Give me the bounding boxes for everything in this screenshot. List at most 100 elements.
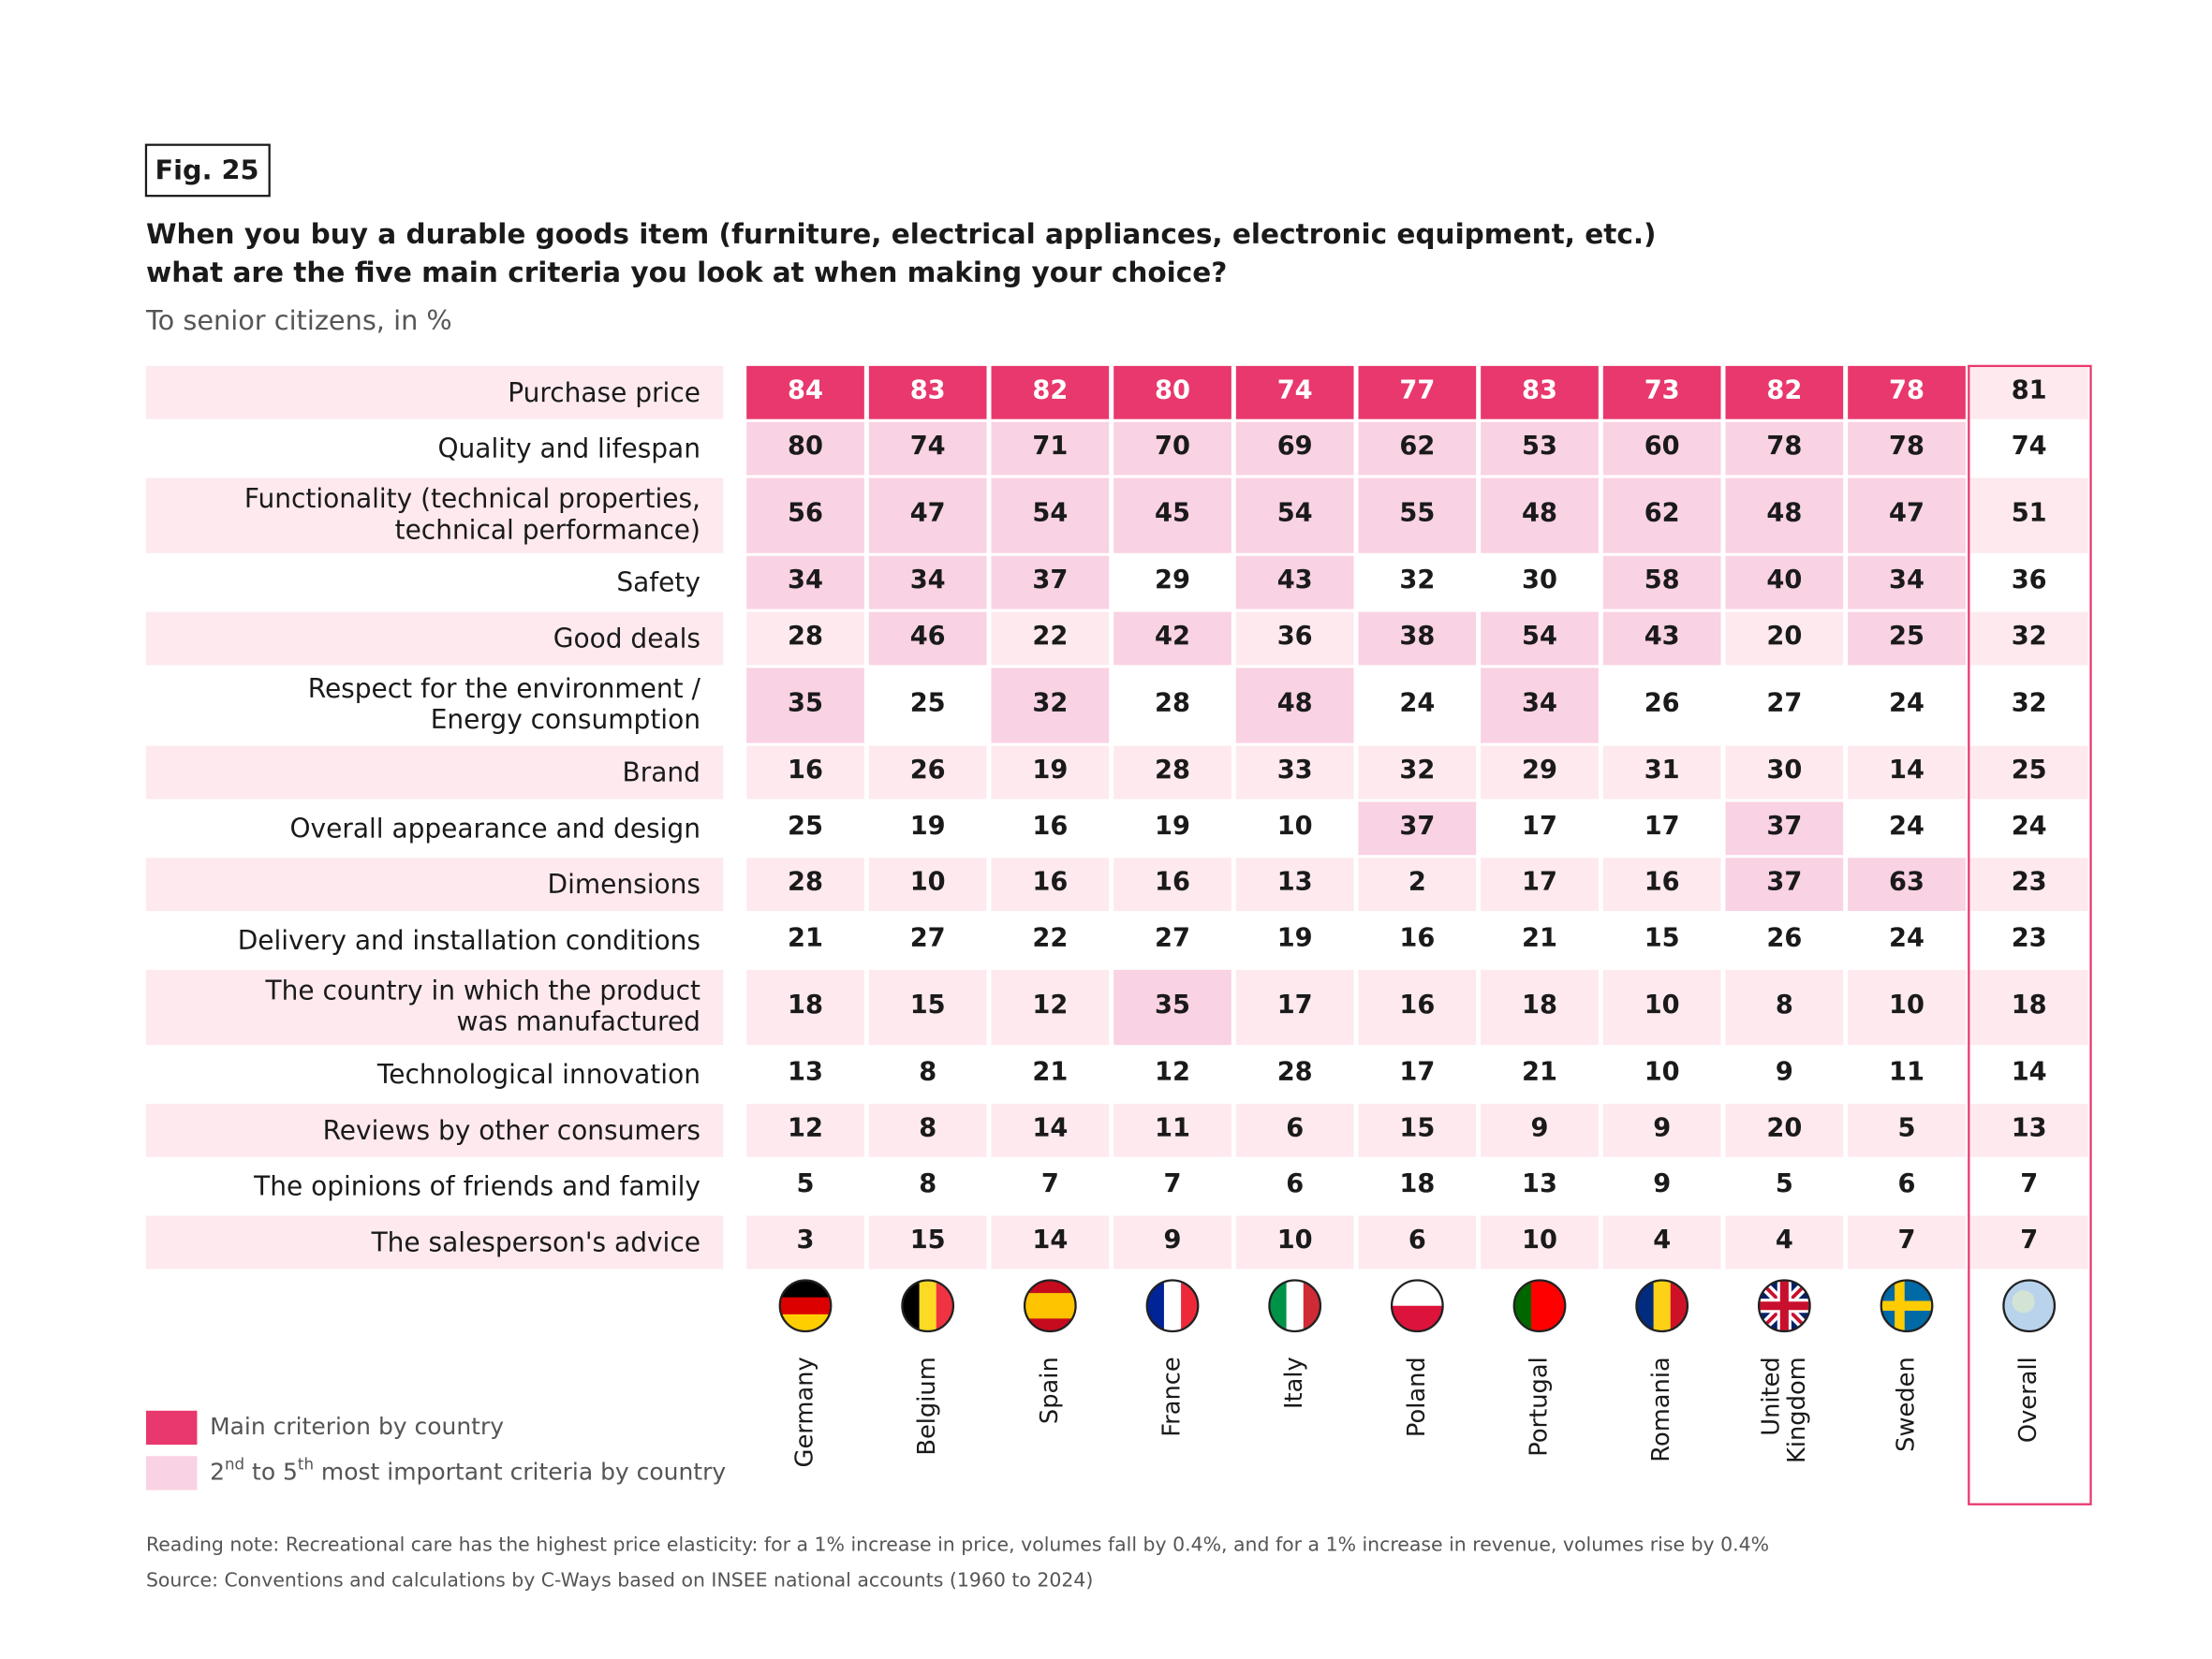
cell-value: 5	[1898, 1113, 1916, 1142]
cell-value: 16	[1032, 812, 1068, 841]
cell	[746, 1103, 864, 1157]
row-label-cell	[145, 801, 724, 856]
cell	[991, 365, 1110, 419]
cell-value: 10	[1277, 1226, 1313, 1255]
cell-value: 36	[1277, 622, 1313, 651]
subtitle: To senior citizens, in %	[145, 304, 452, 336]
cell	[1113, 668, 1231, 743]
flag-stripe	[1392, 1280, 1443, 1307]
cell-value: 7	[2020, 1169, 2038, 1198]
cell	[1481, 477, 1599, 553]
cell	[1481, 1159, 1599, 1213]
cell	[1725, 1103, 1844, 1157]
cell-value: 12	[1155, 1058, 1190, 1087]
flag-stripe	[1025, 1293, 1076, 1307]
row-label: Respect for the environment /	[308, 673, 701, 704]
cell-value: 6	[1286, 1113, 1304, 1142]
cell-value: 48	[1522, 499, 1557, 528]
cell	[1602, 1215, 1721, 1270]
cell	[746, 668, 864, 743]
flag-stripe	[1025, 1305, 1076, 1320]
cell-value: 34	[910, 565, 946, 595]
cell-value: 7	[1164, 1169, 1182, 1198]
cell	[1235, 421, 1354, 476]
cell-value: 18	[1399, 1169, 1435, 1198]
cell	[746, 1159, 864, 1213]
cell	[991, 969, 1110, 1046]
cell	[746, 914, 864, 967]
row-label: The salesperson's advice	[371, 1226, 700, 1257]
cell	[1113, 1215, 1231, 1270]
cell-value: 33	[1277, 756, 1313, 785]
row-label: Dimensions	[548, 869, 700, 900]
cell-value: 35	[788, 689, 823, 718]
cell	[1235, 914, 1354, 967]
cell	[1602, 969, 1721, 1046]
cell-value: 63	[1889, 868, 1924, 897]
cell-value: 17	[1277, 991, 1313, 1020]
cell	[1602, 1048, 1721, 1101]
column-label-line: United	[1757, 1357, 1785, 1436]
cell-value: 43	[1277, 565, 1313, 595]
cell	[1481, 969, 1599, 1046]
cell-value: 8	[1776, 991, 1793, 1020]
cell	[1602, 365, 1721, 419]
cell	[1725, 914, 1844, 967]
figure-label: Fig. 25	[155, 154, 259, 185]
cell-value: 40	[1766, 565, 1802, 595]
cell-value: 81	[2012, 375, 2047, 404]
row-label: Energy consumption	[431, 704, 700, 735]
flag-outline	[1390, 1279, 1444, 1333]
cell-value: 15	[910, 1226, 946, 1255]
cell-value: 30	[1766, 756, 1802, 785]
cell	[1481, 801, 1599, 856]
cell-value: 37	[1766, 868, 1802, 897]
cell	[868, 365, 987, 419]
column-label: Belgium	[913, 1357, 941, 1455]
cell-value: 8	[919, 1058, 936, 1087]
cell	[1848, 858, 1966, 912]
cell	[746, 858, 864, 912]
column-label: Sweden	[1893, 1357, 1921, 1452]
cell	[1848, 969, 1966, 1046]
cell	[1235, 365, 1354, 419]
cell-value: 28	[788, 868, 823, 897]
cell-value: 25	[788, 812, 823, 841]
title: what are the five main criteria you look…	[146, 257, 1227, 288]
cell-value: 37	[1766, 812, 1802, 841]
cell	[1969, 1048, 2088, 1101]
cell-value: 32	[1399, 756, 1435, 785]
cell	[868, 745, 987, 800]
cell	[1969, 668, 2088, 743]
cell-value: 83	[910, 375, 946, 404]
cell	[1481, 858, 1599, 912]
cell-value: 13	[1522, 1169, 1557, 1198]
cell	[991, 1048, 1110, 1101]
cell-value: 21	[788, 923, 823, 952]
cell	[1113, 969, 1231, 1046]
cell-value: 16	[1155, 868, 1190, 897]
cell-value: 77	[1399, 375, 1435, 404]
cell	[991, 1103, 1110, 1157]
cell	[1481, 1215, 1599, 1270]
cell	[746, 969, 864, 1046]
cell-value: 25	[2012, 756, 2047, 785]
cell-value: 25	[1889, 622, 1924, 651]
cell-value: 13	[1277, 868, 1313, 897]
cell	[1358, 745, 1477, 800]
cell	[1725, 858, 1844, 912]
cell	[1113, 555, 1231, 609]
cell-value: 20	[1766, 1113, 1802, 1142]
cell-value: 26	[1644, 689, 1680, 718]
legend-text: nd	[225, 1455, 244, 1473]
cell-value: 9	[1164, 1226, 1182, 1255]
row-label: Overall appearance and design	[289, 813, 700, 844]
cell	[1358, 611, 1477, 666]
cell-value: 10	[1644, 1058, 1680, 1087]
cell-value: 24	[2012, 812, 2047, 841]
cell-value: 34	[1889, 565, 1924, 595]
cell	[1235, 1103, 1354, 1157]
cell	[1969, 477, 2088, 553]
cell-value: 19	[1032, 756, 1068, 785]
row-label: Delivery and installation conditions	[238, 925, 700, 956]
